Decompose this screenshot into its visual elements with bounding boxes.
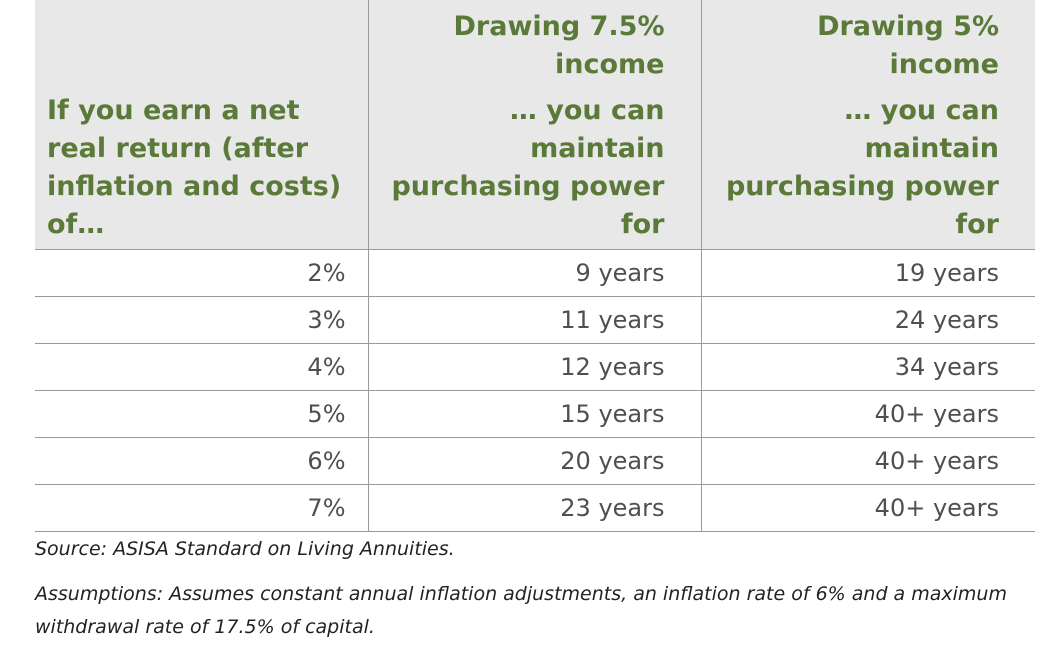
header-drawing-5: Drawing 5% income: [700, 0, 1035, 88]
rate-cell: 2%: [35, 249, 368, 297]
years-7-5-cell: 23 years: [367, 484, 701, 532]
table-row: 4% 12 years 34 years: [35, 343, 1035, 391]
source-note: Source: ASISA Standard on Living Annuiti…: [35, 538, 455, 560]
years-7-5-cell: 11 years: [367, 296, 701, 344]
table-row: 7% 23 years 40+ years: [35, 484, 1035, 532]
table-row: 6% 20 years 40+ years: [35, 437, 1035, 485]
assumptions-note: Assumptions: Assumes constant annual inf…: [35, 583, 1007, 638]
rate-cell: 5%: [35, 390, 368, 438]
annuity-table-container: Drawing 7.5% income Drawing 5% income If…: [35, 0, 1035, 532]
years-5-cell: 40+ years: [700, 390, 1035, 438]
purchasing-power-table: Drawing 7.5% income Drawing 5% income If…: [35, 0, 1035, 532]
rate-cell: 7%: [35, 484, 368, 532]
rate-cell: 4%: [35, 343, 368, 391]
table-subheader-row: If you earn a net real return (after inf…: [35, 88, 1035, 250]
years-5-cell: 19 years: [700, 249, 1035, 297]
subheader-return-label: If you earn a net real return (after inf…: [35, 88, 368, 250]
years-5-cell: 24 years: [700, 296, 1035, 344]
years-7-5-cell: 12 years: [367, 343, 701, 391]
years-7-5-cell: 9 years: [367, 249, 701, 297]
table-row: 2% 9 years 19 years: [35, 249, 1035, 297]
rate-cell: 6%: [35, 437, 368, 485]
table-row: 5% 15 years 40+ years: [35, 390, 1035, 438]
years-7-5-cell: 15 years: [367, 390, 701, 438]
table-notes: Source: ASISA Standard on Living Annuiti…: [35, 533, 1035, 656]
header-empty-cell: [35, 0, 368, 88]
years-5-cell: 34 years: [700, 343, 1035, 391]
table-row: 3% 11 years 24 years: [35, 296, 1035, 344]
header-drawing-7-5: Drawing 7.5% income: [367, 0, 701, 88]
table-header-row: Drawing 7.5% income Drawing 5% income: [35, 0, 1035, 88]
subheader-maintain-5: … you can maintain purchasing power for: [700, 88, 1035, 250]
years-5-cell: 40+ years: [700, 437, 1035, 485]
rate-cell: 3%: [35, 296, 368, 344]
years-7-5-cell: 20 years: [367, 437, 701, 485]
years-5-cell: 40+ years: [700, 484, 1035, 532]
subheader-maintain-7-5: … you can maintain purchasing power for: [367, 88, 701, 250]
